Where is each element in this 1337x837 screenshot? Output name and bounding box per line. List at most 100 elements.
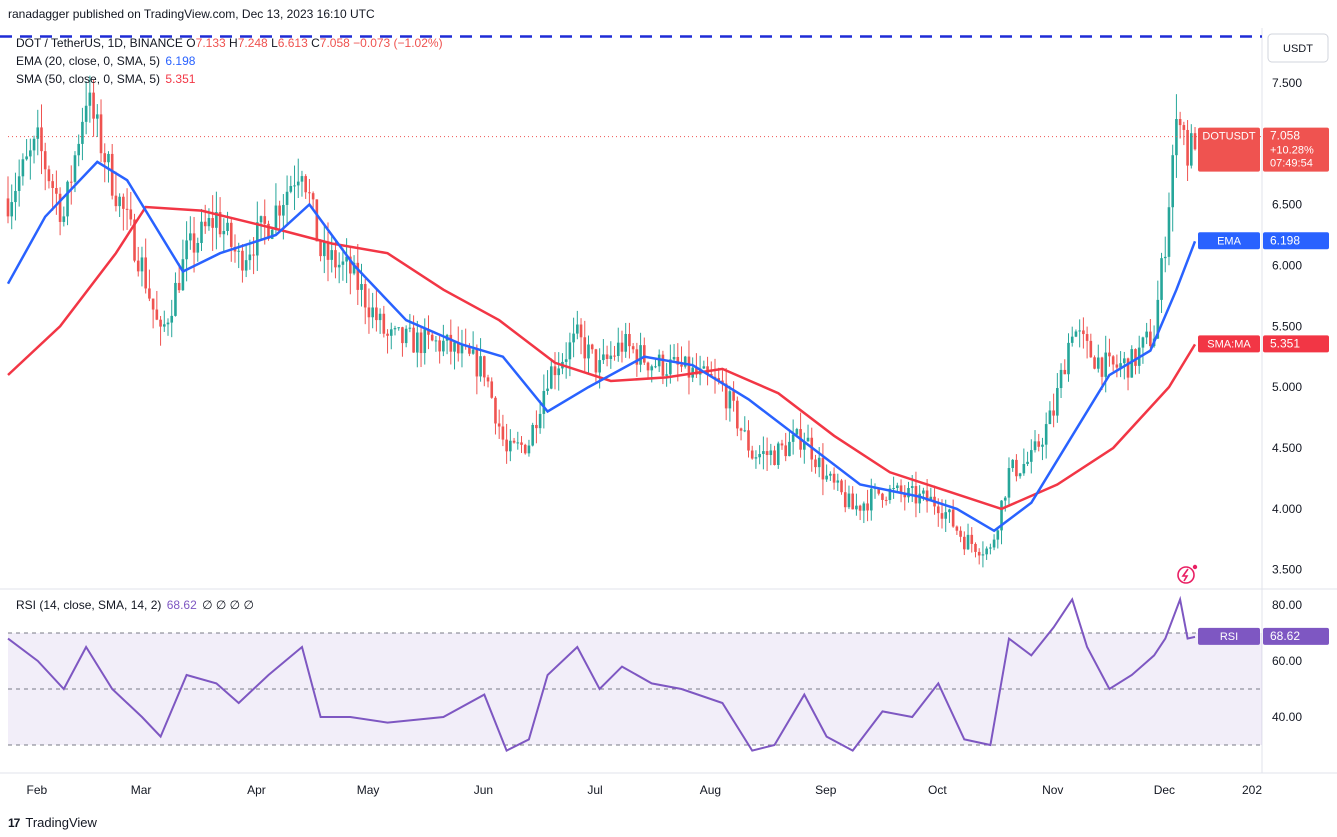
- candle: [14, 190, 17, 203]
- candle: [66, 181, 69, 217]
- candle: [795, 429, 799, 435]
- candle: [32, 138, 36, 151]
- candle: [192, 233, 196, 253]
- candle: [1156, 299, 1160, 339]
- time-tick: Jun: [474, 783, 493, 797]
- candle: [762, 451, 765, 454]
- candle: [1130, 349, 1134, 378]
- candle: [438, 340, 441, 352]
- candle: [1111, 356, 1115, 365]
- lightning-alert-icon[interactable]: [1177, 564, 1198, 584]
- candle: [1182, 125, 1186, 130]
- candle: [449, 334, 453, 352]
- candle: [274, 205, 278, 230]
- candle: [401, 327, 404, 344]
- candle: [252, 254, 255, 256]
- candle: [1078, 330, 1081, 332]
- rsi-badge-value: 68.62: [1270, 629, 1300, 643]
- candle: [341, 261, 345, 265]
- time-tick: Sep: [815, 783, 837, 797]
- open-label: O: [186, 36, 196, 50]
- candle: [397, 327, 401, 329]
- candle: [661, 354, 665, 376]
- candle: [788, 441, 791, 457]
- candle: [1067, 342, 1070, 375]
- candle: [814, 459, 817, 468]
- candle: [959, 530, 962, 537]
- price-pane-bg: [0, 28, 1262, 588]
- candle: [326, 241, 330, 260]
- price-tick: 6.500: [1272, 198, 1302, 212]
- candle: [1175, 119, 1178, 156]
- rsi-legend-label[interactable]: RSI (14, close, SMA, 14, 2): [16, 598, 162, 612]
- sma-badge-label-box: [1198, 335, 1260, 353]
- candle: [43, 151, 47, 170]
- time-tick: 202: [1242, 783, 1262, 797]
- candle: [278, 205, 281, 216]
- candle: [687, 356, 691, 378]
- candle: [267, 223, 270, 239]
- chart-svg[interactable]: USDT7.5007.0006.5006.0005.5005.0004.5004…: [0, 28, 1337, 808]
- candle: [77, 143, 81, 156]
- publisher-line: ranadagger published on TradingView.com,…: [8, 7, 375, 21]
- candle: [717, 378, 721, 381]
- candle: [1171, 155, 1174, 208]
- price-badge-value: 7.058: [1270, 129, 1300, 143]
- candle: [743, 430, 747, 432]
- candle: [386, 333, 389, 336]
- candle: [1134, 349, 1137, 366]
- candle: [107, 153, 110, 163]
- price-axis[interactable]: USDT7.5007.0006.5006.0005.5005.0004.5004…: [1267, 33, 1329, 724]
- candle: [1085, 334, 1089, 341]
- chart-area[interactable]: USDT7.5007.0006.5006.0005.5005.0004.5004…: [0, 28, 1337, 808]
- candle: [639, 345, 642, 365]
- sma-legend-label[interactable]: SMA (50, close, 0, SMA, 5): [16, 72, 161, 86]
- symbol-legend: DOT / TetherUS, 1D, BINANCE O7.133 H7.24…: [16, 36, 443, 50]
- change-value: −0.073 (−1.02%): [353, 36, 443, 50]
- candle: [736, 400, 739, 429]
- candle: [609, 355, 613, 359]
- time-tick: Nov: [1042, 783, 1063, 797]
- candle: [486, 377, 490, 382]
- candle: [308, 192, 311, 194]
- candle: [375, 307, 378, 321]
- candle: [241, 250, 244, 271]
- candle: [881, 493, 884, 500]
- candle: [903, 493, 907, 498]
- candle: [96, 114, 99, 119]
- candle: [136, 260, 140, 272]
- time-axis[interactable]: Feb Mar Apr May Jun Jul Aug Sep Oct Nov Dec 202: [27, 783, 1263, 797]
- candle: [776, 443, 780, 465]
- candle: [389, 329, 393, 336]
- candle: [821, 457, 825, 480]
- candle: [643, 345, 646, 363]
- candle: [866, 503, 869, 511]
- candle: [337, 264, 341, 268]
- sma-badge-label: SMA:MA: [1207, 338, 1251, 350]
- candle: [1003, 497, 1007, 501]
- symbol-title[interactable]: DOT / TetherUS, 1D, BINANCE: [16, 36, 183, 50]
- candle: [587, 344, 590, 359]
- price-tick: 6.000: [1272, 258, 1302, 272]
- candle: [248, 254, 252, 261]
- candle: [907, 487, 910, 498]
- candle: [226, 222, 229, 231]
- candle: [724, 383, 728, 409]
- candle: [527, 445, 531, 454]
- candle: [211, 218, 214, 228]
- candle: [966, 534, 970, 550]
- candle: [1089, 340, 1093, 358]
- candle: [289, 185, 293, 192]
- candle: [427, 329, 430, 335]
- candle: [1015, 459, 1018, 477]
- candle: [1059, 369, 1063, 389]
- candle: [1007, 468, 1011, 498]
- candle: [1063, 369, 1067, 375]
- ema-legend-label[interactable]: EMA (20, close, 0, SMA, 5): [16, 54, 161, 68]
- candle: [936, 506, 940, 514]
- candle: [784, 445, 788, 457]
- candle: [1115, 364, 1119, 368]
- candle: [605, 354, 609, 359]
- candle: [769, 450, 773, 456]
- time-tick: Oct: [928, 783, 947, 797]
